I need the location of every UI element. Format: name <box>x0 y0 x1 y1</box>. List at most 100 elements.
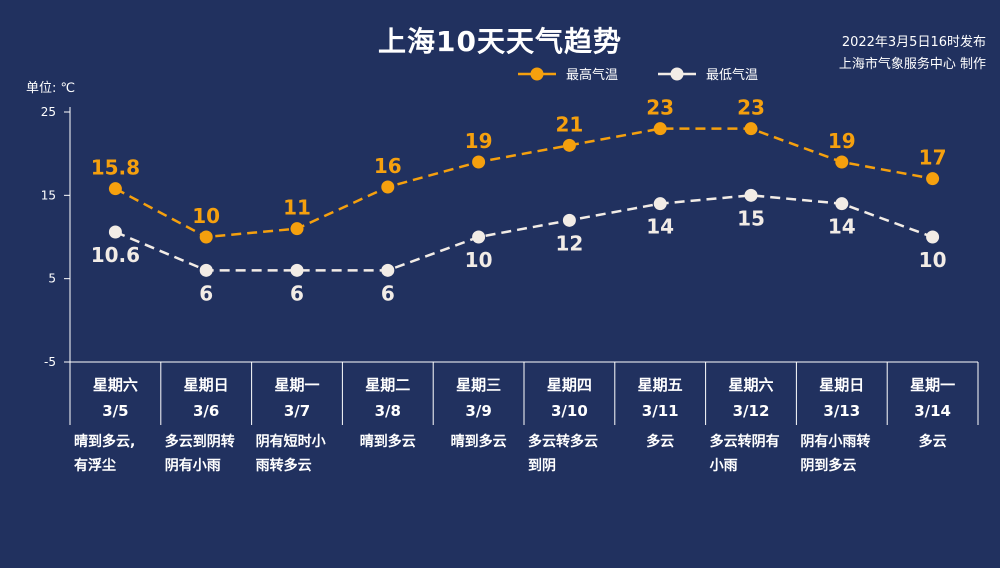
low-temp-point <box>199 263 213 277</box>
issuer: 上海市气象服务中心 制作 <box>838 57 986 72</box>
high-temp-data-label: 23 <box>737 96 765 120</box>
weather-description: 晴到多云 <box>346 430 429 454</box>
high-temp-point <box>926 172 940 186</box>
weekday-label: 星期一 <box>274 376 320 394</box>
weather-line: 有浮尘 <box>74 458 116 474</box>
low-temp-point <box>744 188 758 202</box>
low-temp-data-label: 6 <box>381 281 395 305</box>
high-temp-point <box>472 155 486 169</box>
low-temp-data-label: 14 <box>828 215 856 239</box>
low-temp-data-label: 15 <box>737 206 765 230</box>
date-label: 3/8 <box>374 402 401 420</box>
low-temp-data-label: 6 <box>290 281 304 305</box>
date-label: 3/13 <box>823 402 861 420</box>
date-label: 3/11 <box>641 402 679 420</box>
date-label: 3/12 <box>732 402 770 420</box>
axes: 25 15 5 -5 <box>41 105 979 425</box>
weather-line: 小雨 <box>709 458 738 474</box>
low-temp-point <box>653 197 667 211</box>
high-temp-point <box>108 182 122 196</box>
legend-high-label: 最高气温 <box>566 67 618 83</box>
legend-high-marker <box>530 67 544 81</box>
issue-time: 2022年3月5日16时发布 <box>841 35 986 50</box>
high-temp-data-label: 10 <box>192 204 220 228</box>
weather-description: 多云 <box>619 430 702 454</box>
low-temp-data-label: 10.6 <box>91 243 140 267</box>
weather-line: 到阴 <box>528 458 556 474</box>
day-column: 星期四 3/10 <box>524 372 614 424</box>
high-temp-line <box>114 127 933 239</box>
day-column: 星期六 3/12 <box>706 372 796 424</box>
high-temp-point <box>290 222 304 236</box>
high-temp-data-label: 19 <box>465 129 493 153</box>
weather-description: 多云 <box>891 430 974 454</box>
series-low: 10.6 6 6 6 10 12 14 15 14 10 <box>91 188 947 305</box>
weather-line: 晴到多云, <box>74 434 136 450</box>
chart-title: 上海10天天气趋势 <box>378 25 622 58</box>
weather-line: 多云到阴转 <box>164 434 235 450</box>
low-temp-data-label: 10 <box>919 248 947 272</box>
low-temp-point <box>108 225 122 239</box>
low-temp-point <box>290 263 304 277</box>
day-column: 星期二 3/8 <box>343 372 433 424</box>
high-temp-point <box>562 138 576 152</box>
weather-line: 晴到多云 <box>359 434 416 450</box>
low-temp-point <box>381 263 395 277</box>
high-temp-data-label: 19 <box>828 129 856 153</box>
low-temp-point <box>926 230 940 244</box>
day-column: 星期日 3/6 <box>161 372 251 424</box>
weekday-label: 星期日 <box>819 376 865 394</box>
low-temp-point <box>835 197 849 211</box>
high-temp-data-label: 11 <box>283 196 311 220</box>
low-temp-data-label: 12 <box>555 231 583 255</box>
high-temp-point <box>744 122 758 136</box>
date-label: 3/14 <box>914 402 951 420</box>
weather-description: 多云到阴转 阴有小雨 <box>165 430 248 478</box>
weekday-label: 星期一 <box>910 376 956 394</box>
weather-line: 多云转多云 <box>528 434 598 450</box>
y-tick-label: 5 <box>48 272 56 286</box>
weekday-label: 星期日 <box>183 376 229 394</box>
day-column: 星期五 3/11 <box>615 372 705 424</box>
weather-description: 阴有短时小 雨转多云 <box>256 430 339 478</box>
high-temp-data-label: 17 <box>919 146 947 170</box>
series-high: 15.8 10 11 16 19 21 23 23 19 17 <box>91 96 947 244</box>
weather-line: 多云转阴有 <box>709 434 780 450</box>
weather-description: 晴到多云 <box>437 430 520 454</box>
y-tick-label: 15 <box>41 188 56 202</box>
date-label: 3/5 <box>102 402 129 420</box>
date-label: 3/7 <box>283 402 311 420</box>
weather-line: 多云 <box>646 434 675 450</box>
date-label: 3/6 <box>193 402 220 420</box>
legend-low-label: 最低气温 <box>706 67 758 83</box>
low-temp-data-label: 6 <box>199 281 213 305</box>
weather-description: 晴到多云, 有浮尘 <box>74 430 157 478</box>
high-temp-point <box>835 155 849 169</box>
weekday-label: 星期二 <box>365 376 411 394</box>
date-label: 3/10 <box>550 402 588 420</box>
weather-line: 雨转多云 <box>255 458 312 474</box>
unit-label: 单位: ℃ <box>26 81 76 96</box>
weekday-label: 星期四 <box>546 376 592 394</box>
low-temp-point <box>562 213 576 227</box>
low-temp-data-label: 14 <box>646 215 674 239</box>
day-column: 星期三 3/9 <box>434 372 524 424</box>
day-column: 星期一 3/14 <box>888 372 978 424</box>
low-temp-point <box>472 230 486 244</box>
weather-description: 多云转多云 到阴 <box>528 430 611 478</box>
weather-description: 阴有小雨转 阴到多云 <box>800 430 883 478</box>
high-temp-point <box>653 122 667 136</box>
weekday-label: 星期六 <box>728 376 774 394</box>
legend: 最高气温 最低气温 <box>518 67 758 83</box>
date-label: 3/9 <box>465 402 492 420</box>
weather-line: 阴到多云 <box>800 458 857 474</box>
weekday-label: 星期六 <box>92 376 138 394</box>
high-temp-point <box>381 180 395 194</box>
high-temp-data-label: 23 <box>646 96 674 120</box>
weather-line: 多云 <box>918 434 947 450</box>
weekday-label: 星期五 <box>637 376 683 394</box>
high-temp-data-label: 21 <box>555 112 583 136</box>
weather-line: 阴有小雨 <box>164 458 221 474</box>
day-column: 星期日 3/13 <box>797 372 887 424</box>
